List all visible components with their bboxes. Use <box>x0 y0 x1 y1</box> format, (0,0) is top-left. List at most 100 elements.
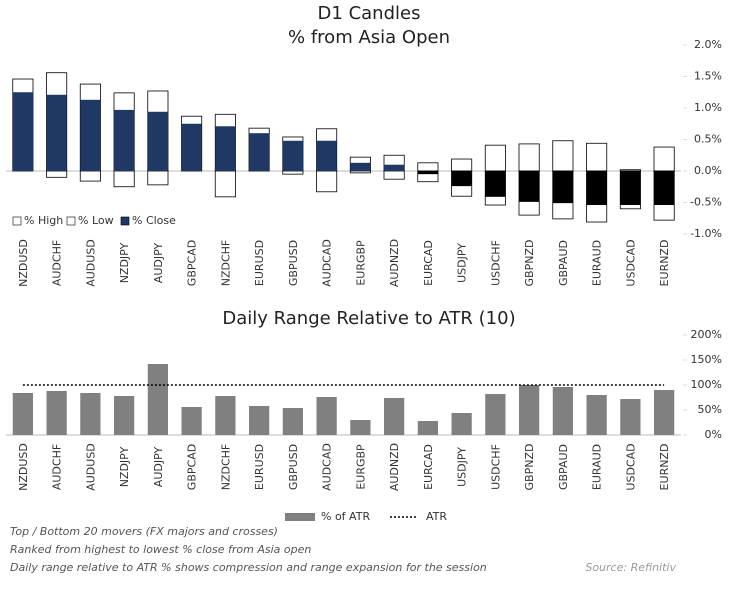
bar <box>12 393 33 435</box>
y-tick-label: 1.5% <box>694 70 722 83</box>
x-tick-label: AUDJPY <box>152 447 165 488</box>
close-bar <box>46 94 67 171</box>
close-bar <box>586 171 607 206</box>
x-tick-label: GBPCAD <box>186 240 199 286</box>
x-tick-label: GBPUSD <box>287 240 300 286</box>
bar <box>654 390 675 435</box>
legend-label: % Low <box>78 214 114 227</box>
close-bar <box>384 164 405 171</box>
y-tick-label: 150% <box>691 353 722 366</box>
range-bar <box>147 170 169 186</box>
x-tick-label: NZDUSD <box>17 239 30 287</box>
range-bar <box>383 170 405 180</box>
x-tick-label: AUDCAD <box>321 239 334 287</box>
bar <box>316 397 337 435</box>
y-tick-label: 50% <box>698 403 722 416</box>
close-bar <box>316 140 337 171</box>
x-tick-label: USDCAD <box>624 443 637 490</box>
x-tick-label: EURAUD <box>591 444 604 490</box>
source: Source: Refinitiv <box>585 561 676 574</box>
x-tick-label: AUDCAD <box>321 443 334 491</box>
range-bar <box>518 143 540 172</box>
x-tick-label: GBPCAD <box>186 444 199 490</box>
x-tick-label: AUDJPY <box>152 243 165 284</box>
chart-title: D1 Candles <box>318 3 421 24</box>
legend-label: % High <box>24 214 63 227</box>
bar <box>249 406 270 435</box>
x-tick-label: EURAUD <box>591 240 604 286</box>
close-bar <box>114 109 135 171</box>
close-bar <box>620 171 641 206</box>
bar <box>417 421 438 435</box>
x-tick-label: EURGBP <box>354 240 367 286</box>
x-tick-label: EURUSD <box>253 444 266 490</box>
close-bar <box>485 171 506 197</box>
y-tick-label: 100% <box>691 378 722 391</box>
note: Daily range relative to ATR % shows comp… <box>10 561 487 574</box>
x-tick-label: USDJPY <box>456 447 469 487</box>
legend-swatch <box>66 216 76 226</box>
x-tick-label: GBPAUD <box>557 444 570 490</box>
bar <box>114 396 135 435</box>
range-bar <box>316 170 338 193</box>
close-bar <box>215 126 236 171</box>
x-tick-label: AUDCHF <box>51 240 64 286</box>
close-bar <box>249 133 270 171</box>
y-tick-label: 0.5% <box>694 133 722 146</box>
x-tick-label: NZDJPY <box>118 446 131 487</box>
close-bar <box>350 162 371 171</box>
x-tick-label: EURNZD <box>658 444 671 491</box>
x-tick-label: EURCAD <box>422 240 435 286</box>
bar <box>384 398 405 435</box>
chart-title: Daily Range Relative to ATR (10) <box>222 308 515 329</box>
range-bar <box>586 142 608 172</box>
range-bar <box>46 170 68 178</box>
bar <box>282 408 303 435</box>
legend-swatch <box>12 216 22 226</box>
range-bar <box>417 162 439 172</box>
close-bar <box>519 171 540 202</box>
x-tick-label: USDJPY <box>456 243 469 283</box>
bar <box>181 407 202 435</box>
bar <box>451 413 472 435</box>
x-tick-label: AUDNZD <box>388 443 401 491</box>
bar <box>350 420 371 435</box>
range-bar <box>113 170 135 188</box>
close-bar <box>147 111 168 171</box>
x-tick-label: USDCAD <box>624 239 637 286</box>
range-bar <box>282 170 304 175</box>
x-tick-label: GBPNZD <box>523 240 536 287</box>
x-tick-label: GBPUSD <box>287 444 300 490</box>
close-bar <box>181 123 202 171</box>
x-tick-label: NZDCHF <box>219 240 232 287</box>
x-tick-label: AUDUSD <box>84 239 97 287</box>
range-bar <box>451 158 473 172</box>
legend-label: ATR <box>426 510 447 523</box>
x-tick-label: EURUSD <box>253 240 266 286</box>
x-tick-label: GBPAUD <box>557 240 570 286</box>
note: Ranked from highest to lowest % close fr… <box>10 543 311 556</box>
legend-swatch <box>120 216 130 226</box>
range-bar <box>484 144 506 172</box>
legend-label: % Close <box>132 214 176 227</box>
x-tick-label: NZDJPY <box>118 242 131 283</box>
close-bar <box>552 171 573 204</box>
y-tick-label: 2.0% <box>694 38 722 51</box>
x-tick-label: EURGBP <box>354 444 367 490</box>
x-tick-label: AUDNZD <box>388 239 401 287</box>
range-bar <box>653 146 675 172</box>
y-tick-label: 1.0% <box>694 101 722 114</box>
y-tick-label: 200% <box>691 328 722 341</box>
x-tick-label: EURNZD <box>658 240 671 287</box>
chart-subtitle: % from Asia Open <box>288 27 450 48</box>
bar <box>620 399 641 435</box>
range-bar <box>79 170 101 182</box>
x-tick-label: NZDUSD <box>17 443 30 491</box>
close-bar <box>80 99 101 171</box>
legend-swatch <box>285 513 315 521</box>
bar <box>147 364 168 435</box>
range-bar <box>552 140 574 172</box>
y-tick-label: 0% <box>705 428 722 441</box>
range-bar <box>214 170 236 198</box>
